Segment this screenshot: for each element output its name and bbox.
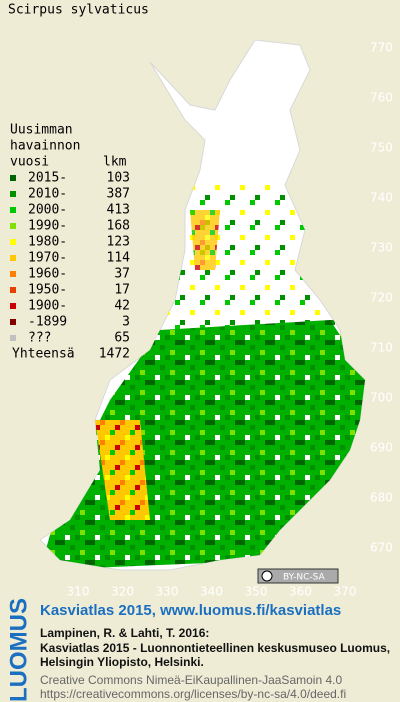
x-tick-label: 340 — [200, 585, 223, 599]
legend-label: 1970- — [28, 251, 67, 266]
legend-swatch — [10, 335, 16, 341]
y-tick-label: 680 — [370, 491, 393, 505]
legend-total-label: Yhteensä — [12, 347, 75, 362]
x-tick-label: 360 — [289, 585, 312, 599]
legend-label: 1980- — [28, 235, 67, 250]
legend-label: -1899 — [28, 315, 67, 330]
legend-count: 168 — [107, 219, 130, 234]
y-tick-label: 720 — [370, 291, 393, 305]
license: Creative Commons Nimeä-EiKaupallinen-Jaa… — [40, 673, 342, 687]
legend-count: 123 — [107, 235, 130, 250]
legend-swatch — [10, 319, 16, 325]
legend-swatch — [10, 303, 16, 309]
legend-label: ??? — [28, 331, 51, 346]
legend-swatch — [10, 207, 16, 213]
y-tick-label: 770 — [370, 41, 393, 55]
footer-link[interactable]: Kasviatlas 2015, www.luomus.fi/kasviatla… — [40, 602, 341, 619]
x-tick-label: 320 — [111, 585, 134, 599]
legend-count: 413 — [107, 203, 130, 218]
y-tick-label: 700 — [370, 391, 393, 405]
legend-label: 1960- — [28, 267, 67, 282]
legend-swatch — [10, 287, 16, 293]
legend-swatch — [10, 271, 16, 277]
legend-count: 65 — [114, 331, 130, 346]
badge-text: BY-NC-SA — [283, 573, 326, 583]
legend-label: 2015- — [28, 171, 67, 186]
license-badge: BY-NC-SA — [257, 568, 339, 584]
legend-count: 387 — [107, 187, 130, 202]
x-tick-label: 310 — [67, 585, 90, 599]
legend-count: 114 — [107, 251, 131, 266]
x-tick-label: 370 — [334, 585, 357, 599]
y-tick-label: 740 — [370, 191, 393, 205]
y-tick-label: 750 — [370, 141, 393, 155]
legend-swatch — [10, 223, 16, 229]
title: Scirpus sylvaticus — [8, 3, 149, 18]
x-tick-label: 350 — [245, 585, 268, 599]
legend-label: 1950- — [28, 283, 67, 298]
legend-count: 103 — [107, 171, 130, 186]
legend-total: 1472 — [99, 347, 130, 362]
legend-count: 42 — [114, 299, 130, 314]
y-tick-label: 760 — [370, 91, 393, 105]
legend-heading: vuosi — [10, 155, 49, 170]
legend-label: 1990- — [28, 219, 67, 234]
y-tick-label: 710 — [370, 341, 393, 355]
x-tick-label: 330 — [156, 585, 179, 599]
legend-count: 3 — [122, 315, 130, 330]
y-tick-label: 730 — [370, 241, 393, 255]
legend-heading: Uusimman — [10, 123, 73, 138]
legend-count: 17 — [114, 283, 130, 298]
legend-label: 2010- — [28, 187, 67, 202]
citation: Kasviatlas 2015 - Luonnontieteellinen ke… — [40, 641, 390, 655]
citation: Helsingin Yliopisto, Helsinki. — [40, 655, 204, 669]
legend-heading: havainnon — [10, 139, 80, 154]
legend-count-heading: lkm — [103, 155, 127, 170]
y-tick-label: 690 — [370, 441, 393, 455]
legend-label: 2000- — [28, 203, 67, 218]
legend-count: 37 — [114, 267, 130, 282]
legend-swatch — [10, 255, 16, 261]
license: https://creativecommons.org/licenses/by-… — [40, 687, 346, 701]
citation: Lampinen, R. & Lahti, T. 2016: — [40, 626, 209, 640]
y-tick-label: 670 — [370, 541, 393, 555]
legend-label: 1900- — [28, 299, 67, 314]
legend-swatch — [10, 191, 16, 197]
logo: LUOMUS — [5, 598, 32, 702]
legend-swatch — [10, 239, 16, 245]
legend-swatch — [10, 175, 16, 181]
